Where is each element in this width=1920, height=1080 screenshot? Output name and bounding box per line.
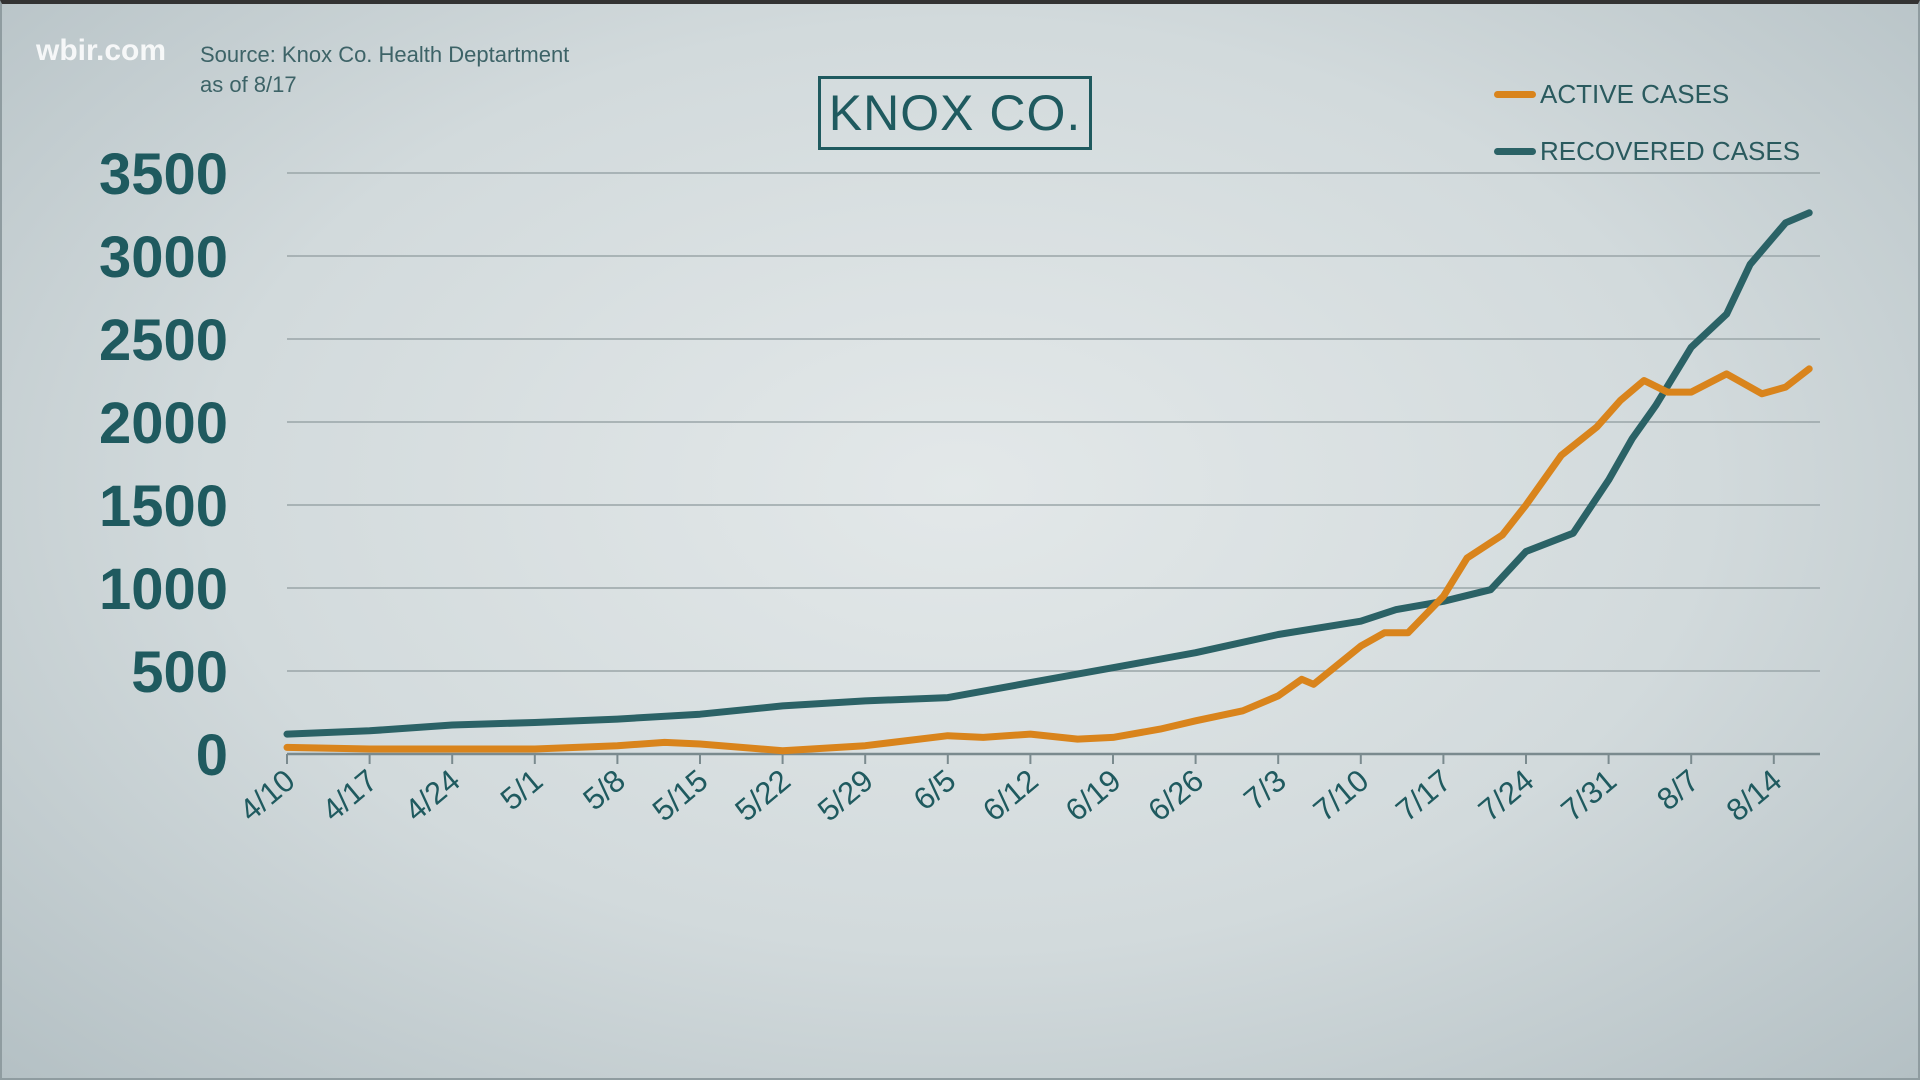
x-tick-label: 5/15 xyxy=(646,763,715,829)
source-line: Source: Knox Co. Health Deptartment xyxy=(200,42,570,67)
legend-label: ACTIVE CASES xyxy=(1540,79,1730,109)
x-tick-label: 7/10 xyxy=(1307,763,1376,829)
y-tick-label: 1500 xyxy=(99,474,228,539)
x-tick-label: 8/7 xyxy=(1650,763,1706,818)
as-of-date: as of 8/17 xyxy=(200,72,297,97)
x-tick-label: 4/24 xyxy=(398,763,467,829)
chart-title: KNOX CO. xyxy=(818,76,1092,150)
y-tick-label: 3500 xyxy=(99,142,228,207)
source-note: Source: Knox Co. Health Deptartment as o… xyxy=(200,40,569,100)
legend-label: RECOVERED CASES xyxy=(1540,136,1801,166)
x-tick-label: 5/1 xyxy=(494,763,550,818)
x-tick-label: 5/29 xyxy=(811,763,880,829)
watermark-logo: wbir.com xyxy=(36,34,167,67)
y-tick-label: 2500 xyxy=(99,308,228,373)
series-line-active-cases xyxy=(283,365,1813,755)
x-tick-label: 7/17 xyxy=(1389,763,1458,829)
x-tick-label: 5/8 xyxy=(576,763,632,818)
y-tick-label: 2000 xyxy=(99,391,228,456)
x-tick-label: 5/22 xyxy=(728,763,797,829)
x-tick-label: 4/10 xyxy=(233,763,302,829)
legend-item-recovered: RECOVERED CASES xyxy=(1494,123,1800,180)
legend-swatch-active xyxy=(1494,91,1536,98)
y-tick-label: 500 xyxy=(131,640,228,705)
x-tick-label: 6/12 xyxy=(976,763,1045,829)
legend-item-active: ACTIVE CASES xyxy=(1494,66,1800,123)
legend: ACTIVE CASES RECOVERED CASES xyxy=(1494,66,1800,180)
x-tick-label: 4/17 xyxy=(315,763,384,829)
y-tick-label: 1000 xyxy=(99,557,228,622)
y-tick-label: 3000 xyxy=(99,225,228,290)
y-tick-label: 0 xyxy=(196,723,228,788)
x-tick-label: 7/24 xyxy=(1472,763,1541,829)
x-tick-label: 8/14 xyxy=(1720,763,1789,829)
x-tick-label: 6/5 xyxy=(907,763,963,818)
x-tick-label: 6/19 xyxy=(1059,763,1128,829)
legend-swatch-recovered xyxy=(1494,148,1536,155)
series-line-recovered-cases xyxy=(283,209,1813,738)
x-tick-label: 7/3 xyxy=(1237,763,1293,818)
x-tick-label: 6/26 xyxy=(1141,763,1210,829)
x-tick-label: 7/31 xyxy=(1554,763,1623,829)
